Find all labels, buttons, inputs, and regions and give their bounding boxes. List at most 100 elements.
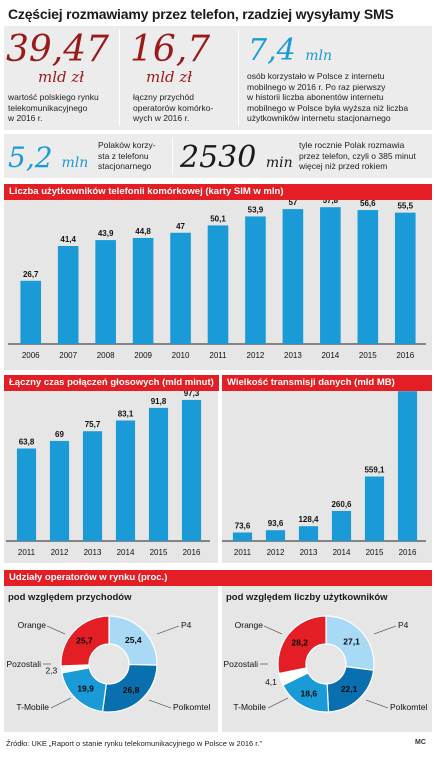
slice-label-orange: 28,2 xyxy=(291,637,308,647)
slice-label-polkomtel: 26,8 xyxy=(123,685,140,695)
bar-2016 xyxy=(397,391,418,541)
tick-label-2012: 2012 xyxy=(51,548,69,557)
divider xyxy=(172,138,173,174)
leader-orange xyxy=(263,625,283,635)
legend-orange: Orange xyxy=(235,620,264,630)
bar-2009 xyxy=(132,237,154,344)
tick-label-2011: 2011 xyxy=(209,351,227,360)
slice-p4 xyxy=(325,615,375,671)
slice-label-pozostali: 2,3 xyxy=(45,665,57,675)
data-label-2014: 260,6 xyxy=(331,500,352,509)
data-label-2013: 128,4 xyxy=(298,515,319,524)
section-band-calls: Łączny czas połączeń głosowych (mld minu… xyxy=(4,375,219,391)
data-label-2010: 47 xyxy=(176,222,185,231)
data-label-2013: 57 xyxy=(288,200,297,207)
data-label-2016: 55,5 xyxy=(397,202,413,211)
stat-revenue-unit: mld zł xyxy=(146,68,193,86)
tick-label-2015: 2015 xyxy=(150,548,168,557)
pie-left-title: pod względem przychodów xyxy=(8,592,132,603)
tick-label-2011: 2011 xyxy=(18,548,36,557)
data-label-2011: 63,8 xyxy=(19,437,35,446)
source-note: Źródło: UKE „Raport o stanie rynku telek… xyxy=(6,739,262,748)
tick-label-2016: 2016 xyxy=(183,548,201,557)
bar-2012 xyxy=(49,440,70,541)
tick-label-2012: 2012 xyxy=(247,351,265,360)
tick-label-2007: 2007 xyxy=(59,351,77,360)
leader-t-mobile xyxy=(50,697,72,709)
bar-2014 xyxy=(320,207,341,344)
chart-sim-users: 26,7 2006 41,4 2007 43,9 2008 44,8 2009 47 2010 50… xyxy=(8,200,426,360)
bar-2014 xyxy=(331,510,352,541)
bar-2012 xyxy=(245,216,266,344)
slice-label-p4: 27,1 xyxy=(343,637,360,647)
slice-label-polkomtel: 22,1 xyxy=(341,684,358,694)
slice-orange xyxy=(277,615,327,675)
legend-orange: Orange xyxy=(18,620,47,630)
data-label-2007: 41,4 xyxy=(60,235,76,244)
data-label-2011: 73,6 xyxy=(235,522,251,531)
stat-internet-desc: osób korzystało w Polsce z internetu mobi… xyxy=(247,71,409,123)
data-label-2014: 57,8 xyxy=(323,200,339,205)
chart-call-minutes: 63,8 2011 69 2012 75,7 2013 83,1 2014 91,8 2015 97… xyxy=(6,391,210,557)
bar-2006 xyxy=(20,280,42,344)
data-label-2014: 83,1 xyxy=(118,410,134,419)
stat-market-unit: mld zł xyxy=(38,68,85,86)
tick-label-2016: 2016 xyxy=(399,548,417,557)
slice-p4 xyxy=(108,615,158,666)
divider xyxy=(238,30,239,126)
data-label-2012: 53,9 xyxy=(248,205,264,214)
data-label-2016: 97,3 xyxy=(184,391,200,398)
bar-2011 xyxy=(207,225,229,344)
chart-data-transfer: 73,6 2011 93,6 2012 128,4 2013 260,6 2014 559,1 2… xyxy=(222,391,426,557)
bar-2016 xyxy=(181,399,202,541)
slice-label-orange: 25,7 xyxy=(76,635,93,645)
stat-landline-desc: Polaków korzy-sta z telefonu stacjonarneg… xyxy=(98,140,156,171)
tick-label-2014: 2014 xyxy=(333,548,351,557)
data-label-2008: 43,9 xyxy=(98,229,114,238)
stat-market-desc: wartość polskiego rynku telekomunikacyjne… xyxy=(8,92,99,123)
legend-polkomtel: Polkomtel xyxy=(173,702,210,712)
tick-label-2013: 2013 xyxy=(84,548,102,557)
leader-p4 xyxy=(156,625,180,635)
leader-polkomtel xyxy=(365,699,389,709)
chart-panel-data xyxy=(222,391,432,563)
bar-2008 xyxy=(95,240,116,344)
bar-2010 xyxy=(170,232,191,344)
tick-label-2012: 2012 xyxy=(267,548,285,557)
section-band-data: Wielkość transmisji danych (mld MB) xyxy=(222,375,432,391)
tick-label-2006: 2006 xyxy=(22,351,40,360)
stat-minutes-value: 2530 min xyxy=(180,140,293,175)
legend-polkomtel: Polkomtel xyxy=(390,702,427,712)
legend-pozostali: Pozostali xyxy=(224,659,259,669)
tick-label-2016: 2016 xyxy=(396,351,414,360)
chart-share-revenue: 25,4 26,8 19,9 2,3 25,7 Orange P4 Pozostali T-Mo… xyxy=(7,615,210,713)
chart-share-users: 27,1 22,1 18,6 4,1 28,2 Orange P4 Pozostali T-Mo… xyxy=(224,615,427,713)
bar-2015 xyxy=(357,210,379,344)
slice-label-p4: 25,4 xyxy=(125,635,142,645)
page-title: Częściej rozmawiamy przez telefon, rzadz… xyxy=(8,6,394,22)
data-label-2009: 44,8 xyxy=(135,227,151,236)
tick-label-2008: 2008 xyxy=(97,351,115,360)
data-label-2015: 56,6 xyxy=(360,200,376,208)
stat-internet-value: 7,4 mln xyxy=(248,33,333,68)
legend-t-mobile: T-Mobile xyxy=(233,702,266,712)
legend-p4: P4 xyxy=(181,620,192,630)
slice-label-pozostali: 4,1 xyxy=(265,677,277,687)
tick-label-2013: 2013 xyxy=(284,351,302,360)
stat-landline-value: 5,2 mln xyxy=(8,141,89,174)
leader-polkomtel xyxy=(148,699,172,709)
divider xyxy=(119,30,120,126)
stat-minutes-desc: tyle rocznie Polak rozmawia przez telefon… xyxy=(299,140,416,171)
bar-2016 xyxy=(394,212,416,344)
tick-label-2009: 2009 xyxy=(134,351,152,360)
stat-market-value: 39,47 xyxy=(6,29,110,70)
stat-panel-row2 xyxy=(4,134,432,178)
data-label-2012: 93,6 xyxy=(268,519,284,528)
slice-label-t-mobile: 18,6 xyxy=(301,688,318,698)
slice-label-t-mobile: 19,9 xyxy=(77,684,94,694)
bar-2012 xyxy=(265,530,286,541)
tick-label-2013: 2013 xyxy=(300,548,318,557)
data-label-2006: 26,7 xyxy=(23,270,39,279)
bar-2007 xyxy=(57,246,79,344)
tick-label-2015: 2015 xyxy=(366,548,384,557)
